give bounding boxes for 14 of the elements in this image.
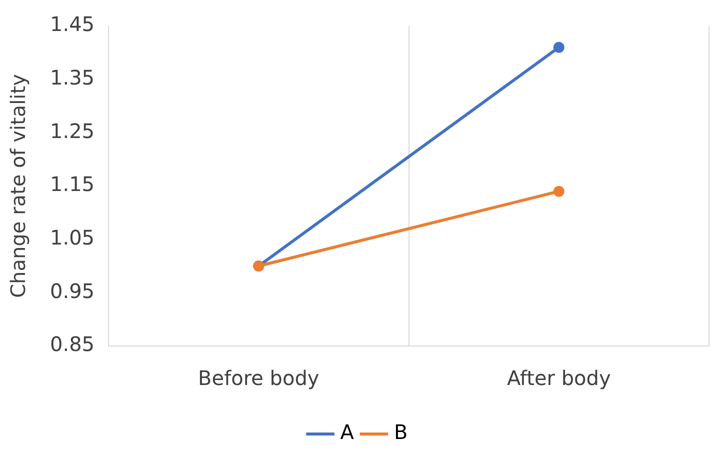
point: [553, 42, 564, 53]
y-tick-label: 0.95: [50, 278, 95, 303]
legend-label: B: [394, 420, 408, 444]
x-tick-label: After body: [506, 366, 611, 390]
legend-label: A: [340, 420, 354, 444]
y-axis-title: Change rate of vitality: [6, 74, 30, 298]
y-tick-label: 1.25: [50, 118, 95, 143]
y-tick-label: 1.05: [50, 226, 95, 250]
y-tick-label: 1.35: [50, 66, 95, 90]
y-tick-label: 1.15: [50, 172, 95, 196]
y-tick-label: 0.85: [50, 332, 95, 356]
x-tick-label: Before body: [198, 366, 320, 390]
y-tick-label: 1.45: [50, 12, 95, 36]
point: [553, 186, 564, 197]
